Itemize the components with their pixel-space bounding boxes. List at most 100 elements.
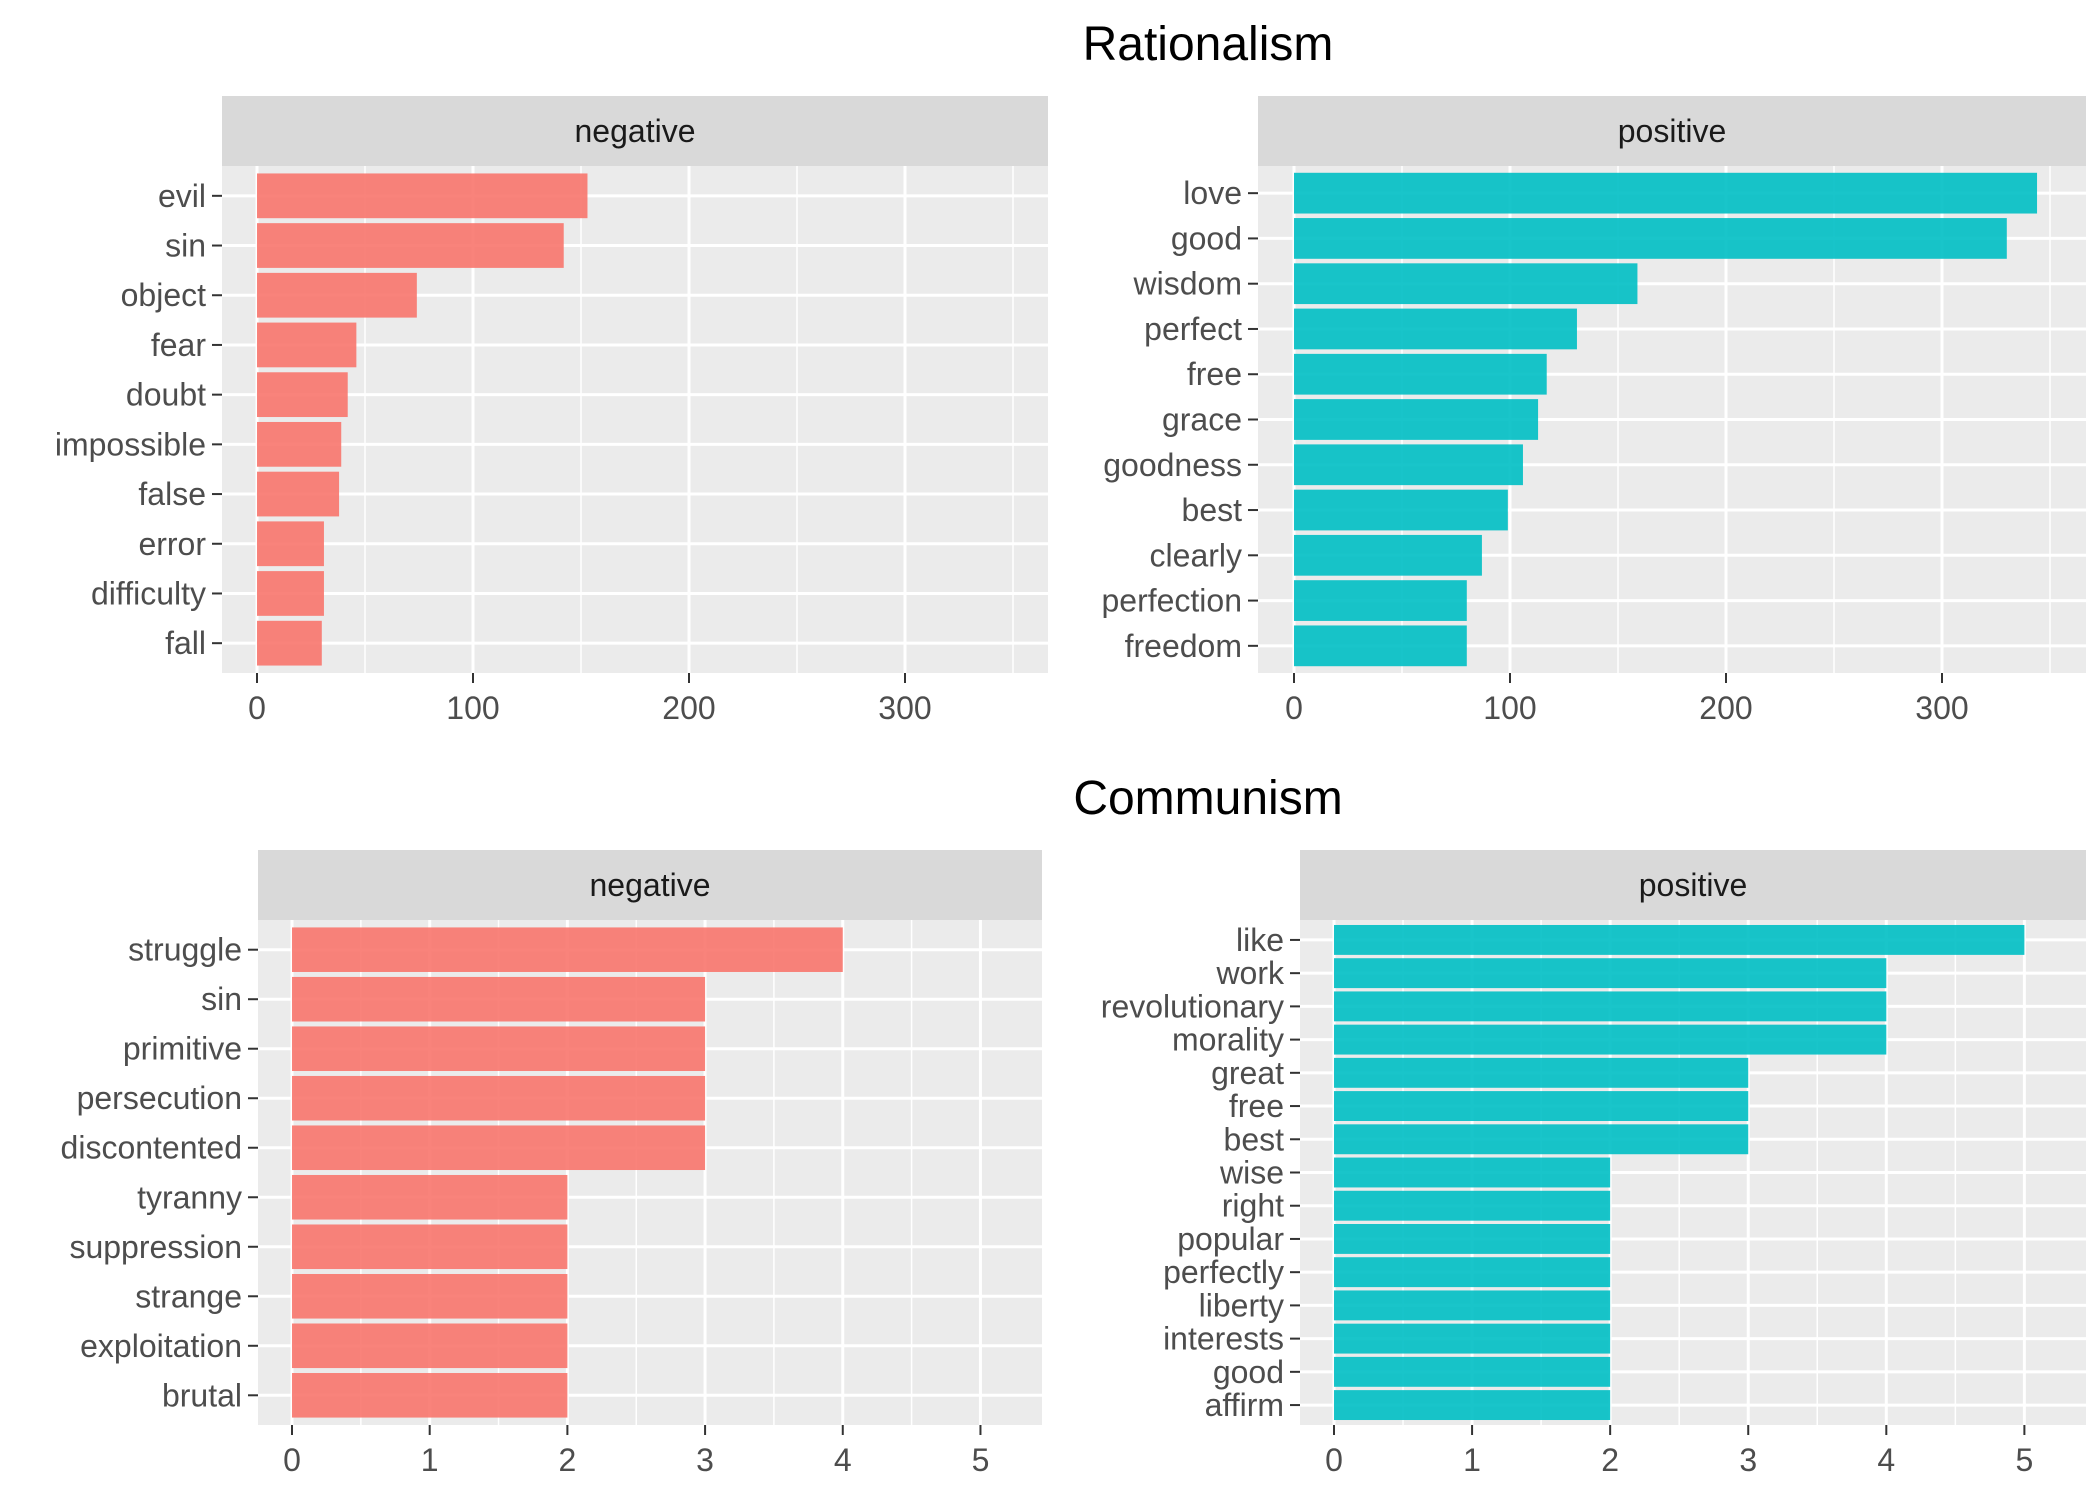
y-tick-label-right: right — [1222, 1188, 1284, 1224]
x-tick-label: 2 — [1601, 1442, 1619, 1478]
y-tick-label-perfect: perfect — [1144, 311, 1242, 347]
y-tick-label-revolutionary: revolutionary — [1101, 988, 1284, 1024]
bar-communism-positive-wise — [1334, 1157, 1611, 1188]
bar-rationalism-positive-perfection — [1294, 580, 1467, 621]
bar-communism-negative-primitive — [292, 1026, 706, 1072]
chart-title-rationalism: Rationalism — [1083, 18, 1334, 71]
x-tick-label: 100 — [446, 690, 499, 726]
y-tick-label-best: best — [1182, 492, 1243, 528]
y-tick-label-good: good — [1213, 1354, 1284, 1390]
y-tick-labels-rationalism-negative: evil sin object fear doubt impossible false err… — [55, 178, 222, 661]
y-tick-label-like: like — [1236, 922, 1284, 958]
bar-rationalism-positive-grace — [1294, 399, 1539, 440]
y-tick-label-liberty: liberty — [1199, 1287, 1284, 1323]
bar-communism-negative-brutal — [292, 1373, 568, 1418]
bar-rationalism-negative-doubt — [257, 372, 348, 418]
y-tick-label-struggle: struggle — [128, 932, 242, 968]
bar-communism-positive-good — [1334, 1356, 1611, 1387]
bar-communism-positive-best — [1334, 1124, 1749, 1155]
strip-rationalism-positive — [1258, 96, 2086, 166]
y-tick-labels-rationalism-positive: love good wisdom perfect free grace goodness be… — [1101, 175, 1258, 664]
bar-rationalism-positive-freedom — [1294, 625, 1467, 667]
bar-rationalism-positive-goodness — [1294, 444, 1523, 486]
y-tick-label-persecution: persecution — [77, 1080, 242, 1116]
y-tick-label-free: free — [1187, 356, 1242, 392]
chart-title-communism: Communism — [1073, 772, 1342, 825]
panel-communism-negative: negative struggle sin primitive persecution d… — [61, 850, 1042, 1478]
x-axis-rationalism-positive: 0 100 200 300 — [1285, 673, 1969, 726]
x-tick-label: 4 — [834, 1442, 852, 1478]
bar-communism-negative-exploitation — [292, 1323, 568, 1369]
chart-panels: negative evil sin object fear doubt impossible… — [55, 96, 2086, 1478]
bar-communism-positive-right — [1334, 1190, 1611, 1221]
bars-communism-negative — [292, 927, 843, 1418]
x-tick-label: 2 — [558, 1442, 576, 1478]
bars-rationalism-positive — [1294, 172, 2038, 667]
x-tick-label: 0 — [248, 690, 266, 726]
y-tick-label-good: good — [1171, 220, 1242, 256]
y-tick-label-popular: popular — [1177, 1221, 1284, 1257]
y-tick-label-error: error — [138, 526, 206, 562]
bar-rationalism-negative-object — [257, 272, 417, 318]
y-tick-label-love: love — [1183, 175, 1242, 211]
y-tick-label-interests: interests — [1163, 1321, 1284, 1357]
y-tick-label-freedom: freedom — [1125, 628, 1242, 664]
x-tick-label: 3 — [1739, 1442, 1757, 1478]
bar-communism-positive-great — [1334, 1057, 1749, 1088]
bar-communism-negative-strange — [292, 1273, 568, 1319]
y-tick-label-morality: morality — [1172, 1022, 1284, 1058]
bar-rationalism-positive-wisdom — [1294, 263, 1638, 305]
panel-rationalism-positive: positive love good wisdom perfect free grace go… — [1101, 96, 2086, 726]
y-tick-labels-communism-positive: likeworkrevolutionarymoralitygreatfreebe… — [1101, 922, 1300, 1423]
x-tick-label: 100 — [1483, 690, 1536, 726]
x-tick-label: 5 — [2015, 1442, 2033, 1478]
bar-rationalism-positive-free — [1294, 353, 1547, 395]
y-tick-labels-communism-negative: struggle sin primitive persecution disconten… — [61, 932, 258, 1413]
bar-communism-negative-suppression — [292, 1224, 568, 1270]
x-tick-label: 200 — [662, 690, 715, 726]
x-axis-communism-positive: 0 1 2 3 4 5 — [1325, 1425, 2033, 1478]
y-tick-label-discontented: discontented — [61, 1130, 242, 1166]
bar-rationalism-negative-sin — [257, 223, 564, 268]
bar-communism-positive-liberty — [1334, 1290, 1611, 1321]
x-tick-label: 4 — [1877, 1442, 1895, 1478]
strip-rationalism-negative — [222, 96, 1048, 166]
y-tick-label-suppression: suppression — [69, 1229, 242, 1265]
y-tick-label-tyranny: tyranny — [137, 1179, 242, 1215]
gridlines-rationalism-negative — [222, 166, 1048, 673]
bar-rationalism-negative-impossible — [257, 421, 342, 467]
y-tick-label-perfection: perfection — [1101, 583, 1242, 619]
y-tick-label-object: object — [121, 277, 207, 313]
x-axis-communism-negative: 0 1 2 3 4 5 — [283, 1425, 989, 1478]
x-tick-label: 3 — [696, 1442, 714, 1478]
bar-communism-negative-discontented — [292, 1125, 706, 1171]
bar-communism-positive-affirm — [1334, 1390, 1611, 1421]
bar-rationalism-negative-error — [257, 521, 324, 567]
y-tick-label-brutal: brutal — [162, 1377, 242, 1413]
x-tick-label: 200 — [1699, 690, 1752, 726]
y-tick-label-perfectly: perfectly — [1163, 1254, 1284, 1290]
y-tick-label-grace: grace — [1162, 402, 1242, 438]
bar-rationalism-positive-love — [1294, 172, 2038, 214]
bars-rationalism-negative — [257, 173, 588, 666]
x-tick-label: 0 — [1285, 690, 1303, 726]
bar-rationalism-positive-perfect — [1294, 308, 1577, 350]
x-tick-label: 1 — [1463, 1442, 1481, 1478]
y-tick-label-wisdom: wisdom — [1133, 266, 1242, 302]
x-tick-label: 300 — [1915, 690, 1968, 726]
bar-communism-negative-sin — [292, 976, 706, 1022]
strip-communism-positive — [1300, 850, 2086, 920]
bar-communism-negative-struggle — [292, 927, 843, 972]
bar-communism-positive-morality — [1334, 1024, 1887, 1055]
y-tick-label-primitive: primitive — [123, 1031, 242, 1067]
strip-communism-negative — [258, 850, 1042, 920]
bar-rationalism-negative-evil — [257, 173, 588, 219]
y-tick-label-strange: strange — [135, 1278, 242, 1314]
bar-communism-positive-like — [1334, 924, 2025, 955]
x-tick-label: 1 — [421, 1442, 439, 1478]
bar-communism-positive-perfectly — [1334, 1257, 1611, 1288]
bar-rationalism-negative-difficulty — [257, 571, 324, 616]
y-tick-label-goodness: goodness — [1103, 447, 1242, 483]
strip-label-rationalism-negative: negative — [575, 113, 696, 149]
